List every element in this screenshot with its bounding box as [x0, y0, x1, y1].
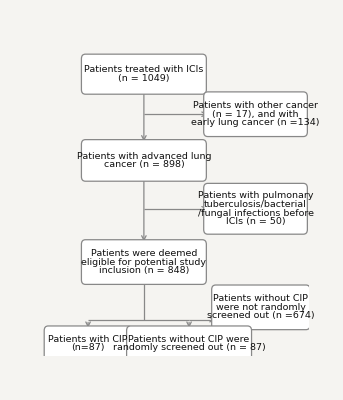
Text: (n = 1049): (n = 1049)	[118, 74, 170, 83]
FancyBboxPatch shape	[81, 140, 206, 181]
Text: inclusion (n = 848): inclusion (n = 848)	[99, 266, 189, 275]
Text: eligible for potential study: eligible for potential study	[81, 258, 206, 266]
Text: screened out (n =674): screened out (n =674)	[207, 312, 315, 320]
FancyBboxPatch shape	[81, 240, 206, 284]
Text: Patients with advanced lung: Patients with advanced lung	[76, 152, 211, 161]
Text: randomly screened out (n = 87): randomly screened out (n = 87)	[113, 344, 265, 352]
FancyBboxPatch shape	[127, 326, 251, 361]
Text: cancer (n = 898): cancer (n = 898)	[104, 160, 184, 169]
FancyBboxPatch shape	[204, 92, 307, 136]
Text: Patients without CIP were: Patients without CIP were	[129, 335, 250, 344]
FancyBboxPatch shape	[44, 326, 132, 361]
Text: Patients treated with ICIs: Patients treated with ICIs	[84, 65, 204, 74]
Text: (n=87): (n=87)	[71, 344, 105, 352]
Text: Patients without CIP: Patients without CIP	[213, 294, 308, 303]
Text: Patients with pulmonary: Patients with pulmonary	[198, 191, 313, 200]
Text: ICIs (n = 50): ICIs (n = 50)	[226, 217, 285, 226]
Text: /fungal infections before: /fungal infections before	[198, 208, 314, 218]
FancyBboxPatch shape	[81, 54, 206, 94]
Text: Patients with other cancer: Patients with other cancer	[193, 101, 318, 110]
FancyBboxPatch shape	[212, 285, 310, 330]
Text: were not randomly: were not randomly	[216, 303, 306, 312]
Text: Patients were deemed: Patients were deemed	[91, 249, 197, 258]
FancyBboxPatch shape	[204, 183, 307, 234]
Text: tuberculosis/bacterial: tuberculosis/bacterial	[204, 200, 307, 209]
Text: (n = 17), and with: (n = 17), and with	[212, 110, 299, 119]
Text: Patients with CIP: Patients with CIP	[48, 335, 128, 344]
Text: early lung cancer (n =134): early lung cancer (n =134)	[191, 118, 320, 127]
